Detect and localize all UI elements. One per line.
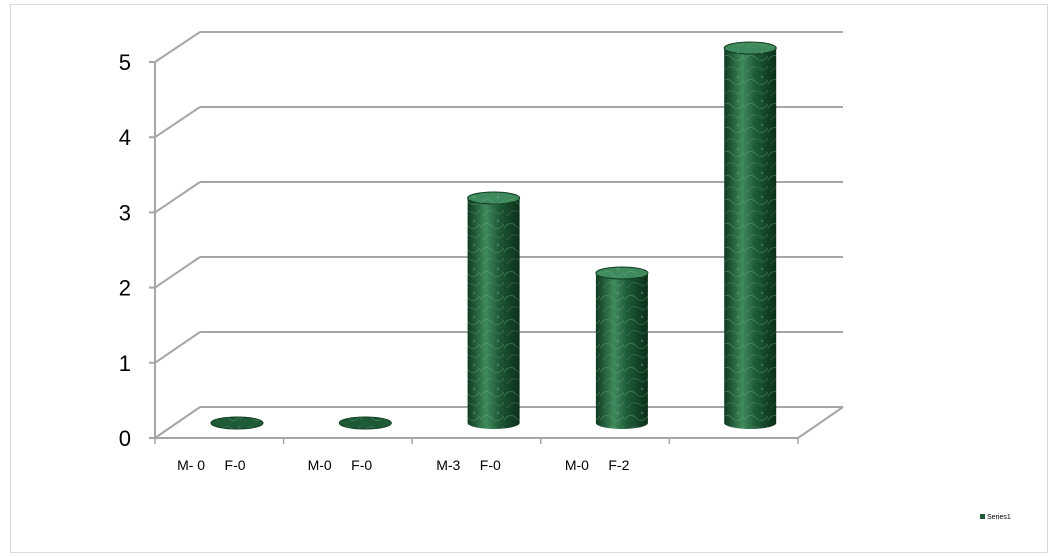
y-tick-label: 2	[119, 276, 131, 301]
x-tick-label: M-3 F-0	[436, 457, 501, 473]
y-tick-label: 3	[119, 200, 131, 225]
bar	[723, 41, 777, 429]
bar	[338, 416, 392, 430]
bar-top-texture	[595, 267, 648, 279]
bar-texture	[211, 417, 263, 429]
y-axis-ticks: 0 1 2 3 4 5	[119, 50, 155, 451]
bar-texture	[339, 417, 392, 429]
gridline-side	[154, 31, 201, 63]
chart-area	[10, 4, 1048, 553]
bar	[210, 416, 264, 430]
legend-label: Series1	[987, 514, 1011, 521]
bar-texture	[467, 198, 520, 429]
y-tick-label: 4	[119, 125, 131, 150]
legend-swatch	[980, 514, 985, 519]
legend: Series1	[980, 514, 1011, 521]
y-tick-label: 0	[119, 426, 131, 451]
gridline-side	[154, 181, 201, 214]
bar	[467, 191, 521, 429]
x-tick-label: M- 0 F-0	[177, 457, 246, 473]
bar	[595, 266, 649, 429]
y-tick-label: 1	[119, 351, 131, 376]
x-tick-label: M-0 F-0	[308, 457, 373, 473]
bar-texture	[595, 273, 648, 429]
bars	[210, 41, 777, 430]
x-axis-labels: M- 0 F-0 M-0 F-0 M-3 F-0 M-0 F-2	[177, 457, 630, 473]
bar-top-texture	[467, 192, 520, 204]
floor-right-edge	[797, 406, 844, 439]
bar-top-texture	[724, 42, 777, 54]
gridline-side	[154, 406, 201, 439]
gridline-side	[154, 331, 201, 364]
gridline-side	[154, 106, 201, 139]
y-tick-label: 5	[119, 50, 131, 75]
gridline-side	[154, 256, 201, 289]
x-tick-label: M-0 F-2	[565, 457, 630, 473]
bar-texture	[724, 48, 777, 429]
